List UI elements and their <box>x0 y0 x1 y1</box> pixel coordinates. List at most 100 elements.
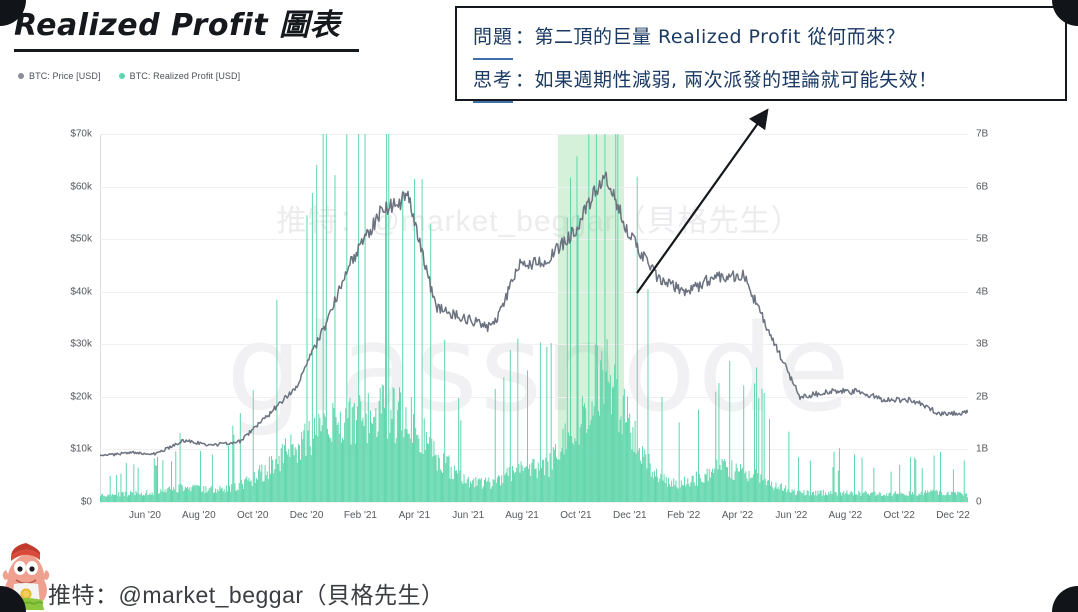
realized-profit-bar <box>447 456 449 502</box>
realized-profit-bar <box>347 418 349 502</box>
realized-profit-bar <box>617 134 619 502</box>
realized-profit-bar <box>835 492 837 502</box>
realized-profit-bar <box>326 428 328 502</box>
realized-profit-bar <box>866 493 868 502</box>
realized-profit-bar <box>523 467 525 502</box>
gridline <box>100 502 968 503</box>
realized-profit-bar <box>295 449 297 502</box>
realized-profit-bar <box>119 496 121 502</box>
legend-item-price[interactable]: BTC: Price [USD] <box>18 71 101 81</box>
realized-profit-bar <box>197 485 199 502</box>
realized-profit-bar <box>325 134 327 502</box>
realized-profit-bar <box>643 456 645 502</box>
realized-profit-bar <box>656 468 658 502</box>
realized-profit-bar <box>491 486 493 502</box>
plot-area[interactable] <box>100 134 968 503</box>
realized-profit-bar <box>855 494 857 502</box>
realized-profit-bar <box>247 480 249 502</box>
realized-profit-bar <box>525 466 527 502</box>
realized-profit-bar <box>814 495 816 502</box>
realized-profit-bar <box>231 484 233 502</box>
realized-profit-bar <box>166 488 168 502</box>
realized-profit-bar <box>390 409 392 502</box>
realized-profit-bar <box>746 478 748 502</box>
realized-profit-bar <box>701 481 703 502</box>
realized-profit-bar <box>316 164 318 502</box>
realized-profit-bar <box>622 395 624 502</box>
realized-profit-bar <box>105 497 107 502</box>
realized-profit-bar <box>587 429 589 502</box>
realized-profit-bar <box>426 443 428 502</box>
realized-profit-bar <box>202 491 204 502</box>
patrick-star-avatar <box>2 543 50 610</box>
realized-profit-bar <box>952 469 954 502</box>
realized-profit-bar <box>121 492 123 502</box>
realized-profit-bar <box>941 492 943 502</box>
realized-profit-bar <box>176 492 178 502</box>
realized-profit-bar <box>392 387 394 502</box>
realized-profit-bar <box>158 493 160 502</box>
realized-profit-bar <box>735 463 737 502</box>
realized-profit-bar <box>624 422 626 502</box>
realized-profit-bar <box>518 464 520 502</box>
realized-profit-bar <box>159 493 161 502</box>
realized-profit-bar <box>536 478 538 502</box>
realized-profit-bar <box>758 397 760 502</box>
realized-profit-bar <box>700 478 702 502</box>
realized-profit-bar <box>205 486 207 502</box>
legend-item-realized-profit[interactable]: BTC: Realized Profit [USD] <box>118 71 241 81</box>
realized-profit-bar <box>338 433 340 502</box>
realized-profit-bar <box>407 433 409 502</box>
realized-profit-bar <box>288 449 290 502</box>
realized-profit-bar <box>212 492 214 502</box>
realized-profit-bar <box>736 467 738 502</box>
realized-profit-bar <box>693 482 695 502</box>
realized-profit-bar <box>528 468 530 502</box>
realized-profit-bar <box>604 134 606 502</box>
realized-profit-bar <box>465 483 467 502</box>
realized-profit-bar <box>861 457 863 502</box>
realized-profit-bar <box>487 480 489 502</box>
realized-profit-bar <box>610 414 612 502</box>
realized-profit-bar <box>680 480 682 502</box>
realized-profit-bar <box>436 470 438 502</box>
realized-profit-bar <box>251 485 253 502</box>
realized-profit-bar <box>733 480 735 502</box>
realized-profit-bar <box>897 493 898 502</box>
realized-profit-bar <box>547 461 549 502</box>
footer-bar: 推特：@market_beggar（貝格先生） <box>0 538 1078 612</box>
realized-profit-bar <box>138 494 140 502</box>
realized-profit-bar <box>146 489 148 502</box>
realized-profit-bar <box>561 448 563 502</box>
realized-profit-bar <box>467 476 469 502</box>
realized-profit-bar <box>103 496 105 502</box>
x-axis-tick: Jun '20 <box>129 510 161 521</box>
realized-profit-bar <box>358 134 360 502</box>
realized-profit-bar <box>637 450 639 502</box>
realized-profit-bar <box>572 442 574 502</box>
realized-profit-bar <box>634 420 636 502</box>
realized-profit-bar <box>905 495 907 502</box>
realized-profit-bar <box>595 134 597 502</box>
realized-profit-bar <box>769 418 771 502</box>
realized-profit-bar <box>479 479 481 502</box>
realized-profit-bar <box>584 403 585 502</box>
realized-profit-bar <box>466 479 468 502</box>
realized-profit-bar <box>217 488 219 502</box>
x-axis-tick: Apr '21 <box>398 510 431 521</box>
realized-profit-bar <box>908 491 910 502</box>
realized-profit-bar <box>272 459 274 502</box>
realized-profit-bar <box>901 493 903 502</box>
realized-profit-bar <box>847 494 849 502</box>
realized-profit-bar <box>190 491 192 502</box>
watermark-glassnode: glassnode <box>226 300 852 439</box>
realized-profit-bar <box>937 494 939 502</box>
realized-profit-bar <box>153 458 155 502</box>
realized-profit-bar <box>792 491 794 502</box>
realized-profit-bar <box>449 478 451 502</box>
realized-profit-bar <box>576 156 578 502</box>
realized-profit-bar <box>588 134 590 502</box>
realized-profit-bar <box>221 487 223 502</box>
realized-profit-bar <box>457 473 459 502</box>
realized-profit-bar <box>508 467 510 502</box>
